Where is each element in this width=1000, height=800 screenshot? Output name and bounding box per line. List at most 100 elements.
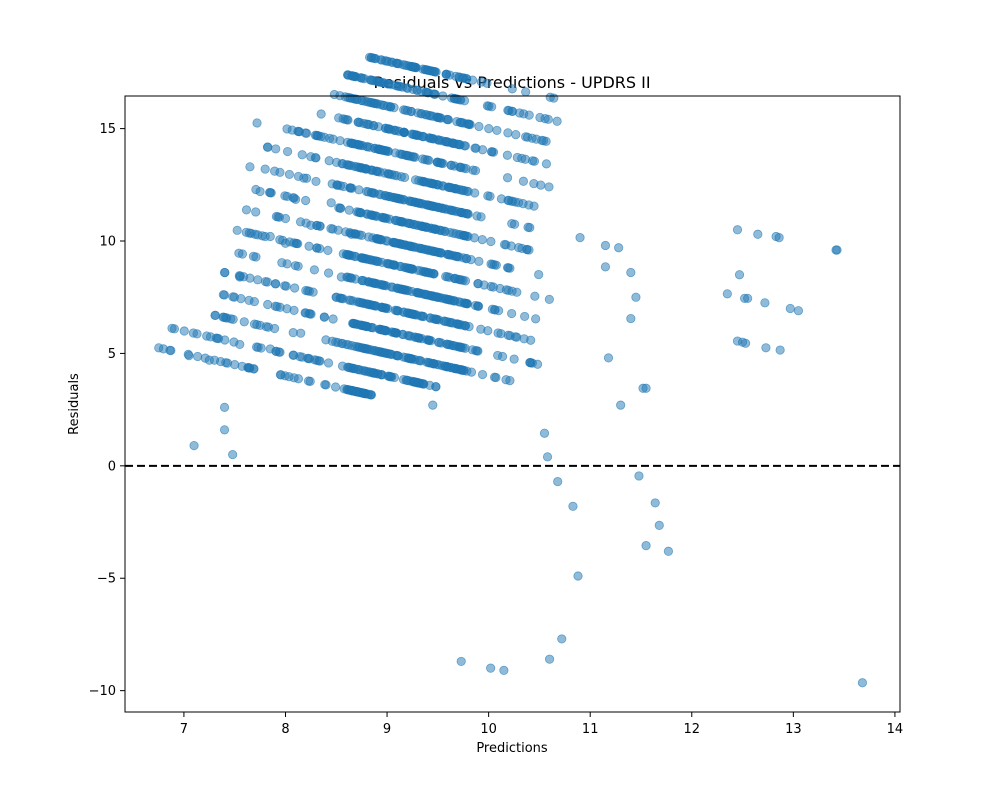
data-point xyxy=(184,351,194,361)
data-point xyxy=(484,124,494,134)
data-point xyxy=(359,74,369,84)
data-point xyxy=(428,134,438,144)
data-point xyxy=(301,308,311,318)
data-point xyxy=(446,183,456,193)
data-point xyxy=(383,79,393,89)
data-point xyxy=(614,243,624,253)
data-point xyxy=(460,141,470,151)
data-point xyxy=(545,92,555,102)
data-point xyxy=(364,367,375,377)
data-point xyxy=(486,663,496,673)
data-point xyxy=(857,678,868,688)
data-point xyxy=(600,240,611,251)
data-point xyxy=(323,358,334,368)
data-point xyxy=(654,520,664,531)
data-point xyxy=(600,262,611,272)
data-point xyxy=(484,101,494,111)
data-point xyxy=(241,205,252,215)
data-point xyxy=(270,279,280,289)
data-point xyxy=(501,240,511,250)
data-point xyxy=(304,241,314,251)
data-point xyxy=(434,337,445,348)
x-tick-label: 11 xyxy=(582,722,599,737)
data-point xyxy=(650,498,660,508)
data-point xyxy=(399,127,409,137)
data-point xyxy=(520,154,531,164)
data-point xyxy=(321,335,331,345)
data-point xyxy=(426,178,437,189)
data-point xyxy=(486,259,496,269)
data-point xyxy=(509,354,519,364)
data-point xyxy=(376,280,386,290)
data-point xyxy=(429,89,440,99)
data-point xyxy=(309,265,319,275)
y-tick-label: −10 xyxy=(89,684,116,699)
data-point xyxy=(412,85,422,95)
data-point xyxy=(486,281,496,292)
data-point xyxy=(265,187,275,198)
data-point xyxy=(416,221,426,231)
data-point xyxy=(353,364,363,375)
data-point xyxy=(271,144,281,154)
data-point xyxy=(375,145,386,155)
data-point xyxy=(280,238,291,248)
data-point xyxy=(407,129,417,139)
data-point xyxy=(568,501,578,511)
data-point xyxy=(470,166,481,176)
data-point xyxy=(355,320,366,330)
data-point xyxy=(251,342,262,352)
data-point xyxy=(251,252,261,262)
data-point xyxy=(260,164,270,174)
data-point xyxy=(466,367,477,377)
data-point xyxy=(418,311,428,322)
data-point xyxy=(383,303,393,314)
data-point xyxy=(405,331,416,341)
x-tick-label: 7 xyxy=(180,722,188,737)
data-point xyxy=(520,311,530,322)
data-point xyxy=(230,360,240,370)
data-point xyxy=(289,373,299,383)
data-point xyxy=(544,182,554,192)
data-point xyxy=(743,293,753,303)
data-point xyxy=(328,314,338,324)
data-point xyxy=(524,245,534,255)
data-point xyxy=(263,142,273,152)
data-point xyxy=(460,321,470,331)
data-point xyxy=(447,205,457,215)
data-point xyxy=(456,342,466,352)
data-point xyxy=(474,256,484,266)
y-tick-label: 0 xyxy=(108,459,116,474)
data-point xyxy=(460,231,470,241)
data-point xyxy=(344,205,354,215)
data-point xyxy=(263,299,273,310)
data-point xyxy=(366,390,377,400)
data-point xyxy=(504,105,514,116)
data-point xyxy=(473,278,483,289)
data-point xyxy=(405,218,415,229)
data-point xyxy=(245,273,255,283)
data-point xyxy=(347,273,357,283)
data-point xyxy=(395,81,405,92)
data-point xyxy=(423,65,433,75)
data-point xyxy=(497,351,508,362)
data-point xyxy=(507,84,517,94)
data-point xyxy=(406,354,416,364)
data-point xyxy=(459,298,469,308)
data-point xyxy=(366,187,377,198)
data-point xyxy=(491,372,501,383)
data-point xyxy=(501,285,511,295)
data-point xyxy=(282,259,292,269)
data-point xyxy=(408,62,418,72)
data-point xyxy=(306,152,316,162)
data-point xyxy=(324,156,334,166)
data-point xyxy=(219,267,230,278)
data-point xyxy=(631,292,641,302)
data-point xyxy=(205,332,216,342)
data-point xyxy=(290,283,300,293)
data-point xyxy=(281,281,291,291)
data-point xyxy=(342,249,352,260)
data-point xyxy=(284,169,294,180)
data-point xyxy=(296,328,306,338)
